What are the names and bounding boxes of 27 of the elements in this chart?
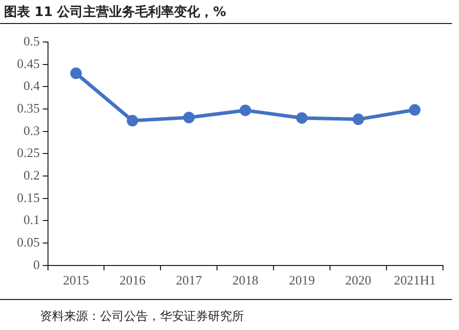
y-tick-label: 0.3 bbox=[24, 122, 40, 138]
x-tick-label: 2019 bbox=[288, 272, 315, 288]
y-tick-label: 0.2 bbox=[24, 167, 40, 182]
point bbox=[126, 114, 138, 126]
x-tick-label: 2015 bbox=[62, 272, 89, 288]
y-tick-label: 0.4 bbox=[24, 78, 40, 94]
point bbox=[240, 104, 252, 116]
x-tick-label: 2021H1 bbox=[394, 272, 436, 288]
y-tick-label: 0.15 bbox=[17, 190, 40, 205]
y-tick-label: 0 bbox=[33, 256, 40, 272]
point bbox=[409, 104, 421, 116]
chart-title: 图表 11 公司主营业务毛利率变化，% bbox=[4, 4, 226, 21]
y-tick-label: 0.05 bbox=[17, 234, 40, 250]
x-tick-label: 2017 bbox=[176, 272, 202, 288]
point bbox=[296, 112, 308, 124]
y-tick-label: 0.5 bbox=[24, 33, 40, 48]
y-tick-label: 0.1 bbox=[24, 212, 40, 228]
x-tick-label: 2020 bbox=[345, 272, 372, 288]
y-tick-label: 0.35 bbox=[17, 100, 40, 116]
point bbox=[183, 112, 195, 124]
y-tick-label: 0.45 bbox=[17, 56, 40, 71]
text: 资料来源：公司公告，华安证券研究所 bbox=[40, 308, 244, 325]
y-tick-label: 0.25 bbox=[17, 145, 40, 160]
x-tick-label: 2016 bbox=[119, 272, 146, 288]
point bbox=[70, 68, 82, 80]
x-tick-label: 2018 bbox=[232, 272, 258, 288]
point bbox=[352, 114, 364, 126]
